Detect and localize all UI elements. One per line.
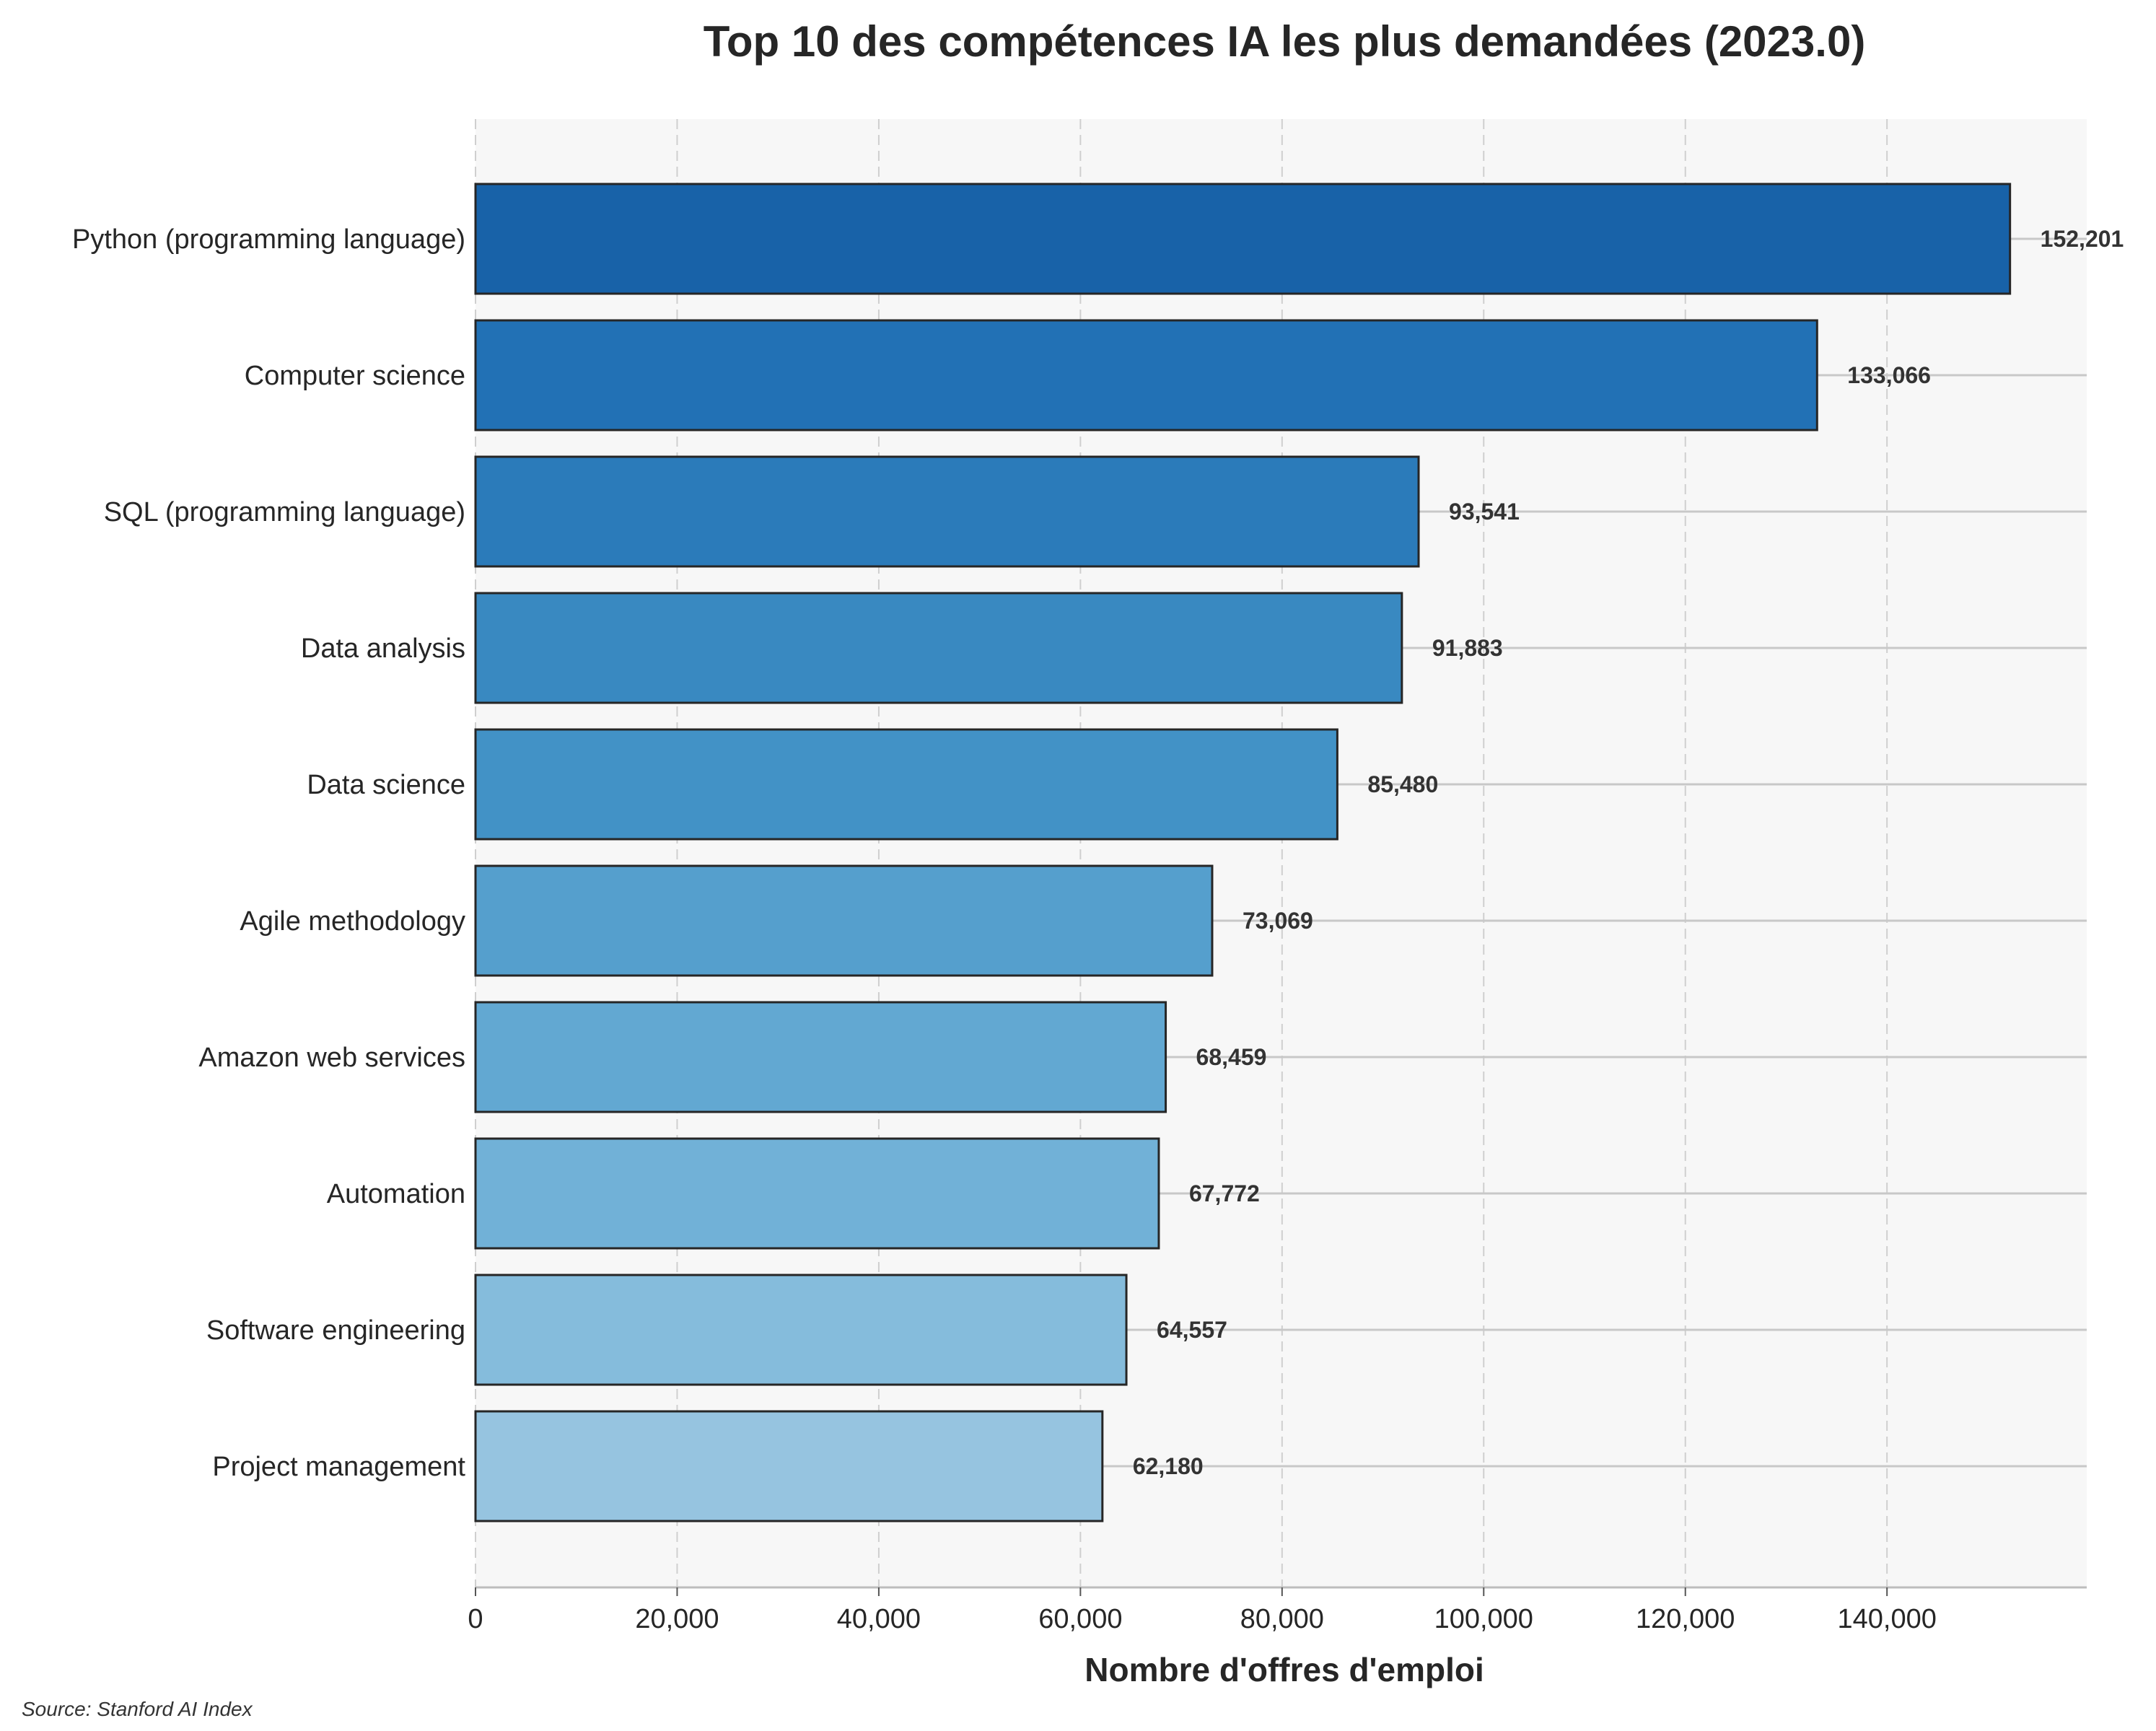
x-tick-label-0: 0 xyxy=(468,1604,483,1634)
category-label-6: Amazon web services xyxy=(198,1043,465,1073)
category-label-1: Computer science xyxy=(245,361,465,391)
category-labels: Python (programming language) Computer sc… xyxy=(72,224,465,1482)
category-label-0: Python (programming language) xyxy=(72,224,465,255)
value-label-9: 62,180 xyxy=(1133,1453,1204,1479)
bar-6 xyxy=(474,1001,1167,1113)
bar-8 xyxy=(474,1274,1128,1386)
value-label-1: 133,066 xyxy=(1847,362,1931,388)
bar-4 xyxy=(474,728,1338,841)
value-label-6: 68,459 xyxy=(1196,1044,1267,1070)
x-tick-label-6: 120,000 xyxy=(1636,1604,1735,1634)
category-label-5: Agile methodology xyxy=(240,906,465,937)
bar-1 xyxy=(474,319,1818,431)
category-label-3: Data analysis xyxy=(301,634,465,664)
bars xyxy=(474,183,2012,1522)
value-label-7: 67,772 xyxy=(1189,1180,1260,1206)
bar-5 xyxy=(474,864,1214,977)
x-tick-label-2: 40,000 xyxy=(837,1604,921,1634)
bar-9 xyxy=(474,1410,1104,1522)
bar-3 xyxy=(474,592,1403,704)
bar-7 xyxy=(474,1137,1160,1250)
bar-0 xyxy=(474,183,2012,295)
category-label-4: Data science xyxy=(307,770,465,800)
value-label-8: 64,557 xyxy=(1157,1317,1227,1343)
x-tick-label-3: 60,000 xyxy=(1038,1604,1122,1634)
chart-title: Top 10 des compétences IA les plus deman… xyxy=(704,17,1866,66)
value-label-2: 93,541 xyxy=(1449,499,1520,525)
x-tick-label-7: 140,000 xyxy=(1837,1604,1936,1634)
category-label-8: Software engineering xyxy=(206,1315,465,1346)
value-label-5: 73,069 xyxy=(1243,908,1313,934)
bar-2 xyxy=(474,455,1420,568)
category-label-2: SQL (programming language) xyxy=(104,497,465,527)
value-labels: 152,201 133,066 93,541 91,883 85,480 73,069 68… xyxy=(1133,226,2124,1479)
value-label-0: 152,201 xyxy=(2041,226,2124,252)
value-label-3: 91,883 xyxy=(1432,635,1503,661)
x-tick-label-1: 20,000 xyxy=(635,1604,719,1634)
source-note: Source: Stanford AI Index xyxy=(22,1698,253,1720)
x-axis-label: Nombre d'offres d'emploi xyxy=(1084,1651,1484,1688)
category-label-9: Project management xyxy=(212,1452,465,1482)
value-label-4: 85,480 xyxy=(1367,771,1438,797)
category-label-7: Automation xyxy=(327,1179,465,1209)
x-tick-label-5: 100,000 xyxy=(1434,1604,1533,1634)
x-tick-label-4: 80,000 xyxy=(1240,1604,1324,1634)
x-axis-ticks: 0 20,000 40,000 60,000 80,000 100,000 120,000 1… xyxy=(468,1587,1937,1634)
